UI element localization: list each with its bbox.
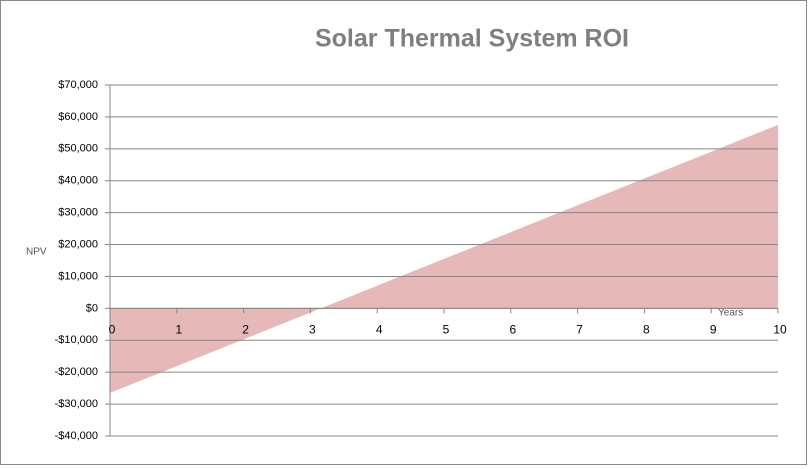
y-tick-label: $60,000 <box>58 111 98 123</box>
x-tick-label: 8 <box>643 323 650 337</box>
x-tick-label: 1 <box>175 323 182 337</box>
y-tick-label: $20,000 <box>58 238 98 250</box>
x-axis-title: Years <box>718 308 743 319</box>
x-tick-label: 7 <box>576 323 583 337</box>
y-tick-label: -$30,000 <box>55 398 98 410</box>
chart-title: Solar Thermal System ROI <box>315 25 629 53</box>
x-tick-label: 0 <box>109 323 116 337</box>
y-tick-label: $30,000 <box>58 207 98 219</box>
y-tick-label: -$40,000 <box>55 430 98 442</box>
x-tick-label: 2 <box>242 323 249 337</box>
x-tick-label: 5 <box>443 323 450 337</box>
x-tick-label: 10 <box>773 323 787 337</box>
y-tick-label: $50,000 <box>58 143 98 155</box>
y-tick-label: $70,000 <box>58 79 98 91</box>
x-tick-label: 6 <box>509 323 516 337</box>
area <box>110 124 778 393</box>
y-tick-label: $40,000 <box>58 175 98 187</box>
y-tick-label: $0 <box>86 302 98 314</box>
y-axis-title: NPV <box>26 247 47 258</box>
x-tick-label: 3 <box>309 323 316 337</box>
y-tick-label: -$20,000 <box>55 366 98 378</box>
x-tick-label: 9 <box>710 323 717 337</box>
y-tick-label: -$10,000 <box>55 334 98 346</box>
x-tick-label: 4 <box>376 323 383 337</box>
y-tick-label: $10,000 <box>58 270 98 282</box>
